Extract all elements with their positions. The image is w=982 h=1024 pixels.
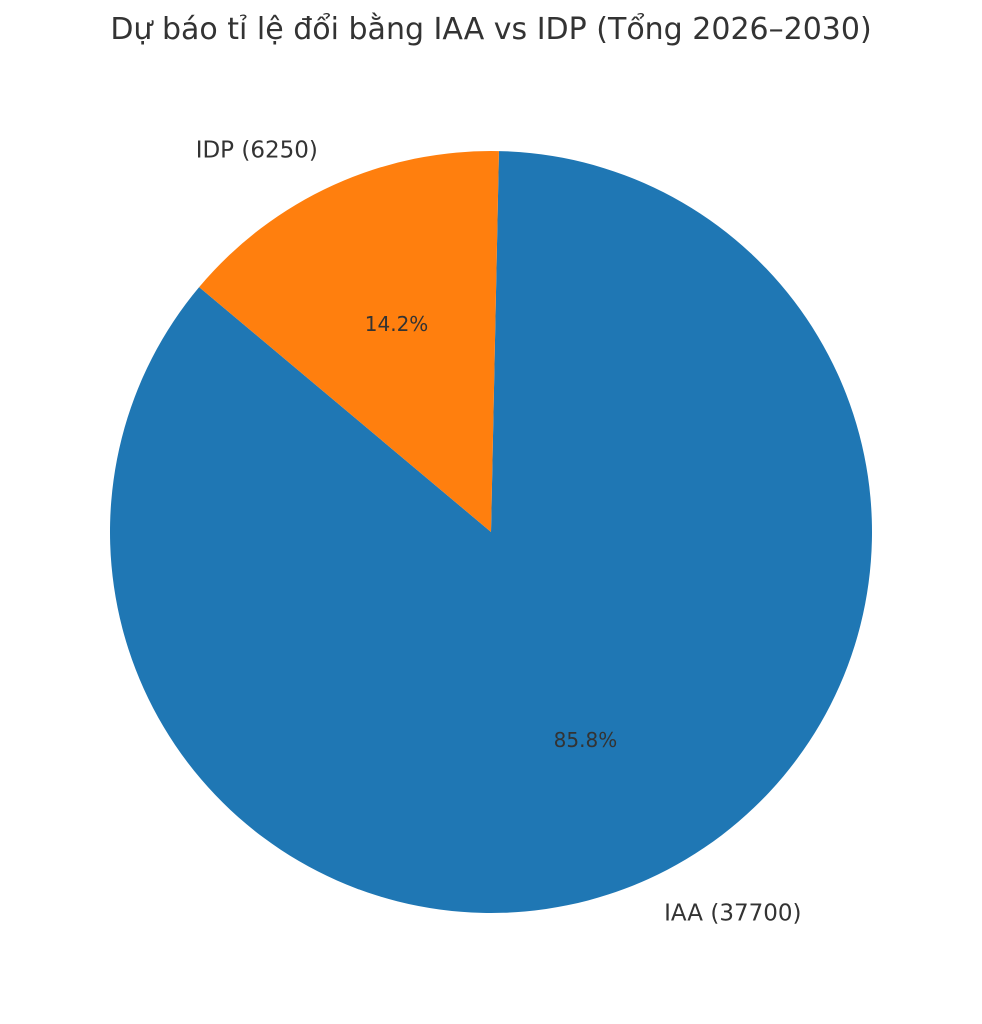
category-label-iaa: IAA (37700) [664, 901, 801, 927]
percent-label-iaa: 85.8% [554, 728, 618, 752]
pie-wedge-idp [199, 151, 499, 532]
pie-wedge-iaa [110, 151, 873, 914]
category-label-idp: IDP (6250) [196, 137, 318, 163]
pie-labels: 85.8% IAA (37700) 14.2% IDP (6250) [196, 137, 802, 926]
percent-label-idp: 14.2% [365, 312, 429, 336]
pie-wedges [110, 151, 873, 914]
chart-title: Dự báo tỉ lệ đổi bằng IAA vs IDP (Tổng 2… [110, 12, 872, 47]
